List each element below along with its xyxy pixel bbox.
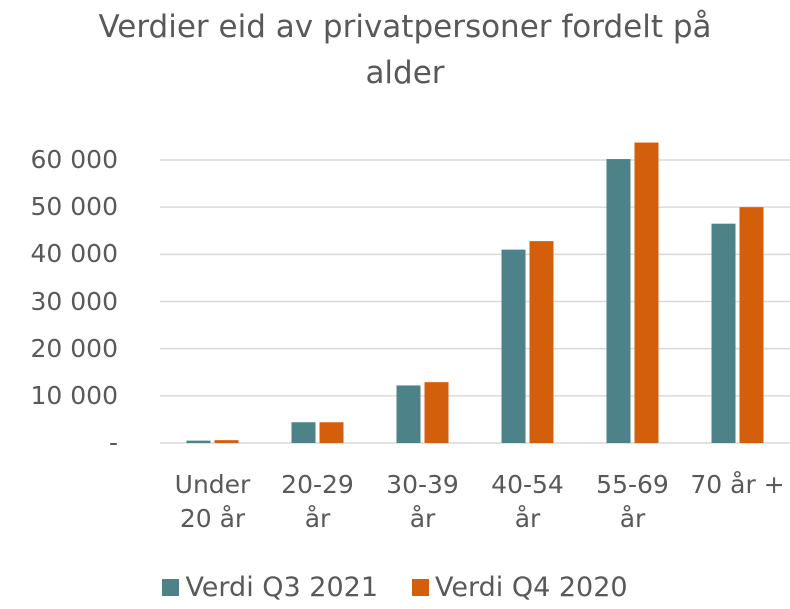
y-tick-label: 60 000 bbox=[30, 145, 118, 174]
bar bbox=[501, 249, 526, 443]
y-tick-label: 40 000 bbox=[30, 239, 118, 269]
legend-label: Verdi Q3 2021 bbox=[185, 572, 378, 603]
bar bbox=[186, 440, 211, 443]
legend: Verdi Q3 2021 Verdi Q4 2020 bbox=[0, 572, 790, 603]
bar bbox=[424, 382, 449, 443]
legend-swatch bbox=[412, 579, 429, 596]
bar bbox=[711, 223, 736, 443]
bar bbox=[319, 422, 344, 443]
x-tick-label: 30-39 år bbox=[386, 470, 459, 533]
y-tick-label: 50 000 bbox=[30, 192, 118, 222]
x-tick-label: 40-54 år bbox=[491, 470, 564, 533]
y-tick-label: 20 000 bbox=[30, 333, 118, 363]
legend-label: Verdi Q4 2020 bbox=[435, 572, 628, 603]
bar bbox=[291, 422, 316, 443]
y-tick-label: 10 000 bbox=[30, 380, 118, 410]
legend-swatch bbox=[162, 579, 180, 596]
bar bbox=[396, 385, 421, 443]
x-tick-label: 70 år + bbox=[690, 470, 785, 499]
x-tick-label: 55-69 år bbox=[596, 470, 669, 533]
legend-item: Verdi Q4 2020 bbox=[412, 572, 628, 603]
bar bbox=[634, 142, 659, 443]
x-tick-label: 20-29 år bbox=[281, 470, 354, 533]
bar bbox=[606, 159, 631, 443]
bar bbox=[214, 440, 239, 443]
chart-title: Verdier eid av privatpersoner fordelt på… bbox=[98, 9, 712, 91]
legend-item: Verdi Q3 2021 bbox=[162, 572, 378, 603]
y-tick-label: - bbox=[108, 428, 118, 457]
bar bbox=[739, 207, 764, 443]
x-tick-label: Under 20 år bbox=[174, 470, 251, 533]
bar bbox=[529, 241, 554, 443]
y-tick-label: 30 000 bbox=[30, 286, 118, 316]
